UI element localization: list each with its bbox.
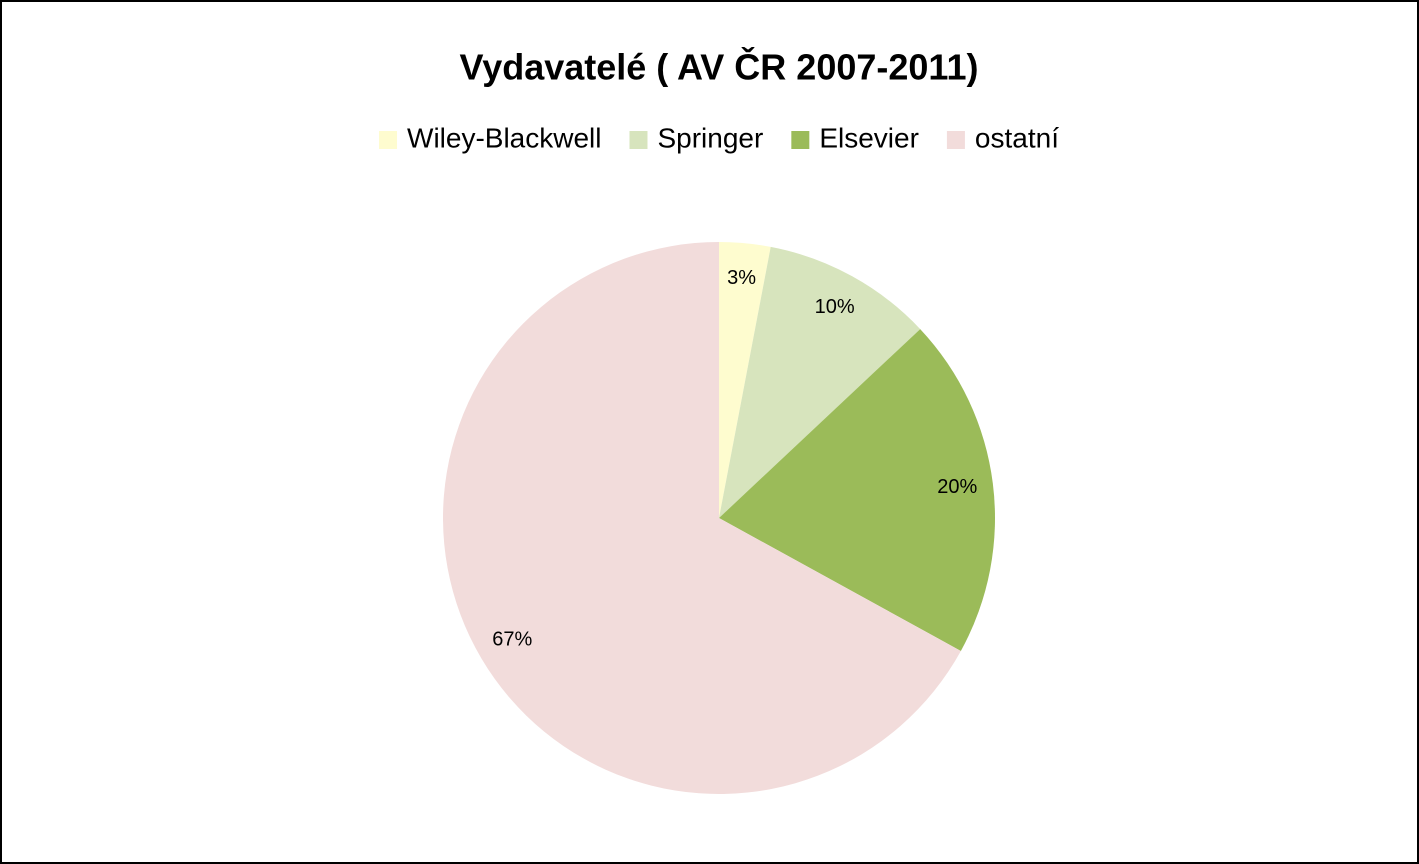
legend-swatch (946, 131, 965, 149)
pie-slice (719, 242, 771, 518)
legend-swatch (791, 131, 810, 149)
pie-slice (719, 246, 921, 518)
legend-swatch (379, 131, 398, 149)
legend-label: Elsevier (819, 122, 919, 153)
pie-slice (443, 241, 961, 794)
pie-slice (719, 329, 996, 651)
data-label: 10% (815, 296, 855, 318)
chart-title: Vydavatelé ( AV ČR 2007-2011) (460, 46, 979, 88)
data-label: 67% (492, 629, 532, 651)
legend-label: Wiley-Blackwell (407, 122, 601, 153)
data-label: 20% (937, 476, 977, 498)
legend-swatch (629, 131, 648, 149)
legend-label: ostatní (975, 122, 1059, 153)
legend-label: Springer (657, 122, 763, 153)
data-label: 3% (727, 267, 756, 289)
